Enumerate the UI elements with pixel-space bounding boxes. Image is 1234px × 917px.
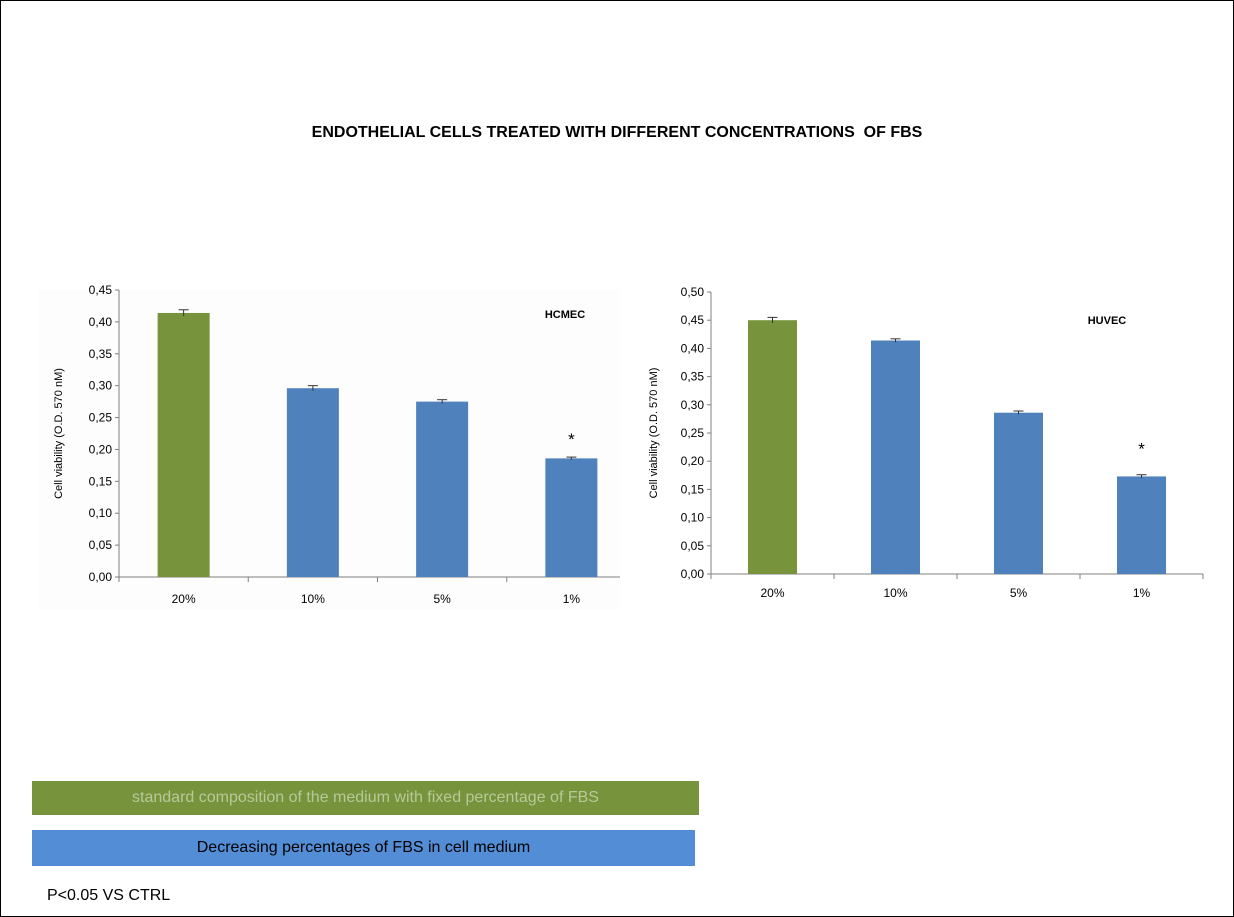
y-tick-label: 0,40	[681, 341, 705, 355]
x-tick-label: 5%	[433, 592, 451, 606]
y-tick-label: 0,30	[681, 398, 705, 412]
bar	[545, 458, 598, 577]
y-tick-label: 0,05	[89, 538, 113, 552]
panel-label: HUVEC	[1088, 315, 1127, 327]
bar	[1117, 476, 1166, 574]
y-tick-label: 0,40	[89, 315, 113, 329]
x-tick-label: 1%	[1133, 586, 1151, 600]
x-tick-label: 20%	[172, 592, 196, 606]
bar	[286, 388, 339, 577]
y-tick-label: 0,35	[681, 370, 705, 384]
y-tick-label: 0,15	[89, 474, 113, 488]
legend-standard-medium: standard composition of the medium with …	[32, 781, 699, 815]
bar	[416, 401, 469, 577]
bar	[994, 412, 1043, 574]
y-tick-label: 0,35	[89, 347, 113, 361]
significance-mark: *	[568, 430, 575, 449]
bar	[871, 340, 920, 574]
y-tick-label: 0,45	[681, 313, 705, 327]
significance-note: P<0.05 VS CTRL	[47, 887, 171, 904]
x-tick-label: 5%	[1010, 586, 1028, 600]
bar	[157, 312, 210, 577]
y-tick-label: 0,00	[681, 567, 705, 581]
x-tick-label: 10%	[883, 586, 907, 600]
y-tick-label: 0,10	[681, 511, 705, 525]
y-tick-label: 0,50	[681, 285, 705, 299]
x-tick-label: 1%	[563, 592, 581, 606]
y-tick-label: 0,20	[89, 442, 113, 456]
y-tick-label: 0,00	[89, 570, 113, 584]
legend-decreasing-fbs-label: Decreasing percentages of FBS in cell me…	[196, 839, 531, 856]
y-tick-label: 0,30	[89, 379, 113, 393]
main-title: ENDOTHELIAL CELLS TREATED WITH DIFFERENT…	[311, 124, 923, 141]
y-tick-label: 0,25	[89, 411, 113, 425]
panel-label: HCMEC	[545, 309, 585, 321]
y-tick-label: 0,20	[681, 454, 705, 468]
y-tick-label: 0,45	[89, 283, 113, 297]
y-tick-label: 0,10	[89, 506, 113, 520]
y-tick-label: 0,15	[681, 482, 705, 496]
x-tick-label: 20%	[760, 586, 784, 600]
y-axis-label: Cell viability (O.D. 570 nM)	[53, 368, 65, 499]
y-axis-label: Cell viability (O.D. 570 nM)	[648, 368, 660, 499]
legend-standard-medium-label: standard composition of the medium with …	[132, 789, 599, 806]
x-tick-label: 10%	[301, 592, 325, 606]
y-tick-label: 0,05	[681, 539, 705, 553]
hcmec-chart: 0,00 0,05 0,10 0,15 0,20 0,25 0,30 0,35 0,40 0,45…	[38, 283, 620, 610]
bar	[748, 320, 797, 574]
y-tick-label: 0,25	[681, 426, 705, 440]
significance-mark: *	[1138, 440, 1145, 459]
legend-decreasing-fbs: Decreasing percentages of FBS in cell me…	[32, 830, 695, 866]
huvec-chart: 0,00 0,05 0,10 0,15 0,20 0,25 0,30 0,35 0,40 0,45…	[648, 285, 1204, 600]
